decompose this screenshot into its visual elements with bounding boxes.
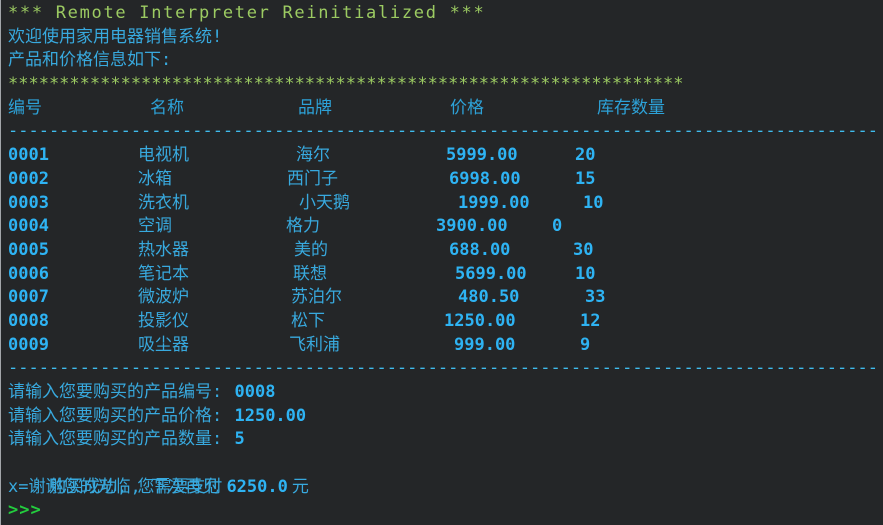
- product-brand-cell: 小天鹅: [299, 192, 350, 213]
- product-price-cell: 688.00: [449, 239, 511, 260]
- product-id-cell: 0001: [8, 145, 49, 166]
- table-row: 0005 热水器 美的 688.00 30: [8, 239, 883, 263]
- input-prompt-line: 请输入您要购买的产品价格: 1250.00: [8, 405, 883, 429]
- product-brand-cell: 苏泊尔: [291, 287, 342, 308]
- product-price-cell: 6998.00: [449, 168, 521, 189]
- product-stock-cell: 9: [580, 334, 591, 355]
- product-stock-cell: 20: [575, 145, 596, 166]
- column-header: 价格: [450, 97, 484, 118]
- product-id-cell: 0003: [8, 192, 49, 213]
- currency-unit: 元: [291, 476, 309, 497]
- product-id-cell: 0002: [8, 168, 49, 189]
- product-price-cell: 3900.00: [436, 216, 508, 237]
- user-input-value: 5: [234, 429, 245, 450]
- product-brand-cell: 格力: [286, 216, 320, 237]
- prompt-label: 请输入您要购买的产品价格:: [8, 405, 233, 426]
- product-stock-cell: 30: [573, 239, 594, 260]
- column-header: 名称: [150, 97, 184, 118]
- product-price-cell: 480.50: [458, 287, 520, 308]
- input-prompt-line: 请输入您要购买的产品数量: 5: [8, 428, 883, 452]
- product-table-header: 编号 名称 品牌 价格 库存数量: [8, 97, 883, 121]
- product-id-cell: 0004: [8, 216, 49, 237]
- table-row: 0004 空调 格力 3900.00 0: [8, 215, 883, 239]
- purchase-input-section: 请输入您要购买的产品编号: 0008 请输入您要购买的产品价格: 1250.00 请…: [8, 381, 883, 452]
- input-prompt-line: 请输入您要购买的产品编号: 0008: [8, 381, 883, 405]
- product-brand-cell: 海尔: [296, 145, 330, 166]
- user-input-value: 1250.00: [234, 405, 307, 426]
- product-price-cell: 5999.00: [446, 145, 518, 166]
- column-header: 品牌: [298, 97, 332, 118]
- product-price-cell: 1250.00: [444, 310, 516, 331]
- product-id-cell: 0005: [8, 239, 49, 260]
- product-id-cell: 0006: [8, 263, 49, 284]
- product-id-cell: 0008: [8, 310, 49, 331]
- repl-prompt[interactable]: >>>: [8, 500, 42, 521]
- product-name-cell: 电视机: [138, 145, 189, 166]
- product-name-cell: 笔记本: [138, 263, 189, 284]
- user-input-value: 0008: [234, 382, 276, 402]
- farewell-message: x=谢谢您的光临, 下次再见: [8, 476, 219, 497]
- product-name-cell: 热水器: [138, 239, 189, 260]
- table-row: 0007 微波炉 苏泊尔 480.50 33: [8, 286, 883, 310]
- product-price-cell: 5699.00: [455, 263, 527, 284]
- product-name-cell: 洗衣机: [138, 192, 189, 213]
- product-stock-cell: 33: [585, 287, 606, 308]
- product-table-body: 0001 电视机 海尔 5999.00 20 0002 冰箱 西门子 6998.00 15 0003…: [8, 144, 883, 357]
- table-row: 0006 笔记本 联想 5699.00 10: [8, 263, 883, 287]
- prompt-label: 请输入您要购买的产品数量:: [8, 429, 233, 450]
- product-name-cell: 冰箱: [138, 168, 172, 189]
- product-stock-cell: 12: [580, 310, 601, 331]
- table-row: 0002 冰箱 西门子 6998.00 15: [8, 168, 883, 192]
- table-row: 0001 电视机 海尔 5999.00 20: [8, 144, 883, 168]
- product-name-cell: 吸尘器: [138, 334, 189, 355]
- product-price-cell: 999.00: [454, 334, 516, 355]
- product-brand-cell: 美的: [294, 239, 328, 260]
- welcome-message: 欢迎使用家用电器销售系统!: [8, 26, 223, 47]
- interpreter-reinitialized-banner: *** Remote Interpreter Reinitialized ***: [8, 3, 486, 23]
- table-row: 0008 投影仪 松下 1250.00 12: [8, 310, 883, 334]
- product-id-cell: 0007: [8, 287, 49, 308]
- product-stock-cell: 10: [575, 263, 596, 284]
- product-stock-cell: 15: [575, 168, 596, 189]
- product-id-cell: 0009: [8, 334, 49, 355]
- product-stock-cell: 0: [552, 216, 563, 237]
- column-header: 编号: [8, 97, 42, 118]
- column-header: 库存数量: [597, 97, 665, 118]
- product-brand-cell: 松下: [291, 310, 325, 331]
- product-stock-cell: 10: [583, 192, 604, 213]
- product-name-cell: 投影仪: [138, 310, 189, 331]
- star-separator: ****************************************…: [8, 74, 684, 95]
- table-row: 0003 洗衣机 小天鹅 1999.00 10: [8, 192, 883, 216]
- product-price-cell: 1999.00: [458, 192, 530, 213]
- dash-separator-top: ----------------------------------------…: [8, 121, 878, 142]
- prompt-label: 请输入您要购买的产品编号:: [8, 382, 233, 402]
- payment-amount: 6250.0: [226, 476, 288, 497]
- product-brand-cell: 联想: [293, 263, 327, 284]
- product-brand-cell: 飞利浦: [289, 334, 340, 355]
- table-row: 0009 吸尘器 飞利浦 999.00 9: [8, 334, 883, 358]
- product-name-cell: 空调: [138, 216, 172, 237]
- products-intro-message: 产品和价格信息如下:: [8, 50, 172, 71]
- product-brand-cell: 西门子: [287, 168, 338, 189]
- purchase-success-message: 购买成功, 您需要支付 6250.0 元: [8, 452, 883, 497]
- dash-separator-bottom: ----------------------------------------…: [8, 358, 878, 379]
- product-name-cell: 微波炉: [138, 287, 189, 308]
- purchase-success-prefix: 购买成功, 您需要支付: [48, 476, 223, 497]
